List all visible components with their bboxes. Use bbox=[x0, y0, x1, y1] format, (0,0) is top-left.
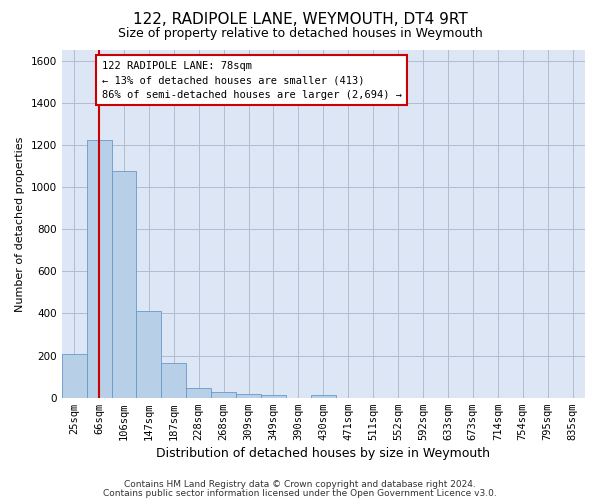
Text: Contains public sector information licensed under the Open Government Licence v3: Contains public sector information licen… bbox=[103, 488, 497, 498]
Text: 122 RADIPOLE LANE: 78sqm
← 13% of detached houses are smaller (413)
86% of semi-: 122 RADIPOLE LANE: 78sqm ← 13% of detach… bbox=[101, 60, 401, 100]
Bar bbox=[161, 363, 186, 398]
Bar bbox=[86, 140, 112, 398]
Bar bbox=[62, 354, 86, 398]
Bar bbox=[186, 388, 211, 398]
Y-axis label: Number of detached properties: Number of detached properties bbox=[15, 136, 25, 312]
Text: Contains HM Land Registry data © Crown copyright and database right 2024.: Contains HM Land Registry data © Crown c… bbox=[124, 480, 476, 489]
Text: 122, RADIPOLE LANE, WEYMOUTH, DT4 9RT: 122, RADIPOLE LANE, WEYMOUTH, DT4 9RT bbox=[133, 12, 467, 28]
Bar bbox=[211, 392, 236, 398]
Bar bbox=[136, 312, 161, 398]
Bar bbox=[311, 394, 336, 398]
Bar bbox=[236, 394, 261, 398]
X-axis label: Distribution of detached houses by size in Weymouth: Distribution of detached houses by size … bbox=[157, 447, 490, 460]
Bar bbox=[112, 171, 136, 398]
Text: Size of property relative to detached houses in Weymouth: Size of property relative to detached ho… bbox=[118, 28, 482, 40]
Bar bbox=[261, 394, 286, 398]
